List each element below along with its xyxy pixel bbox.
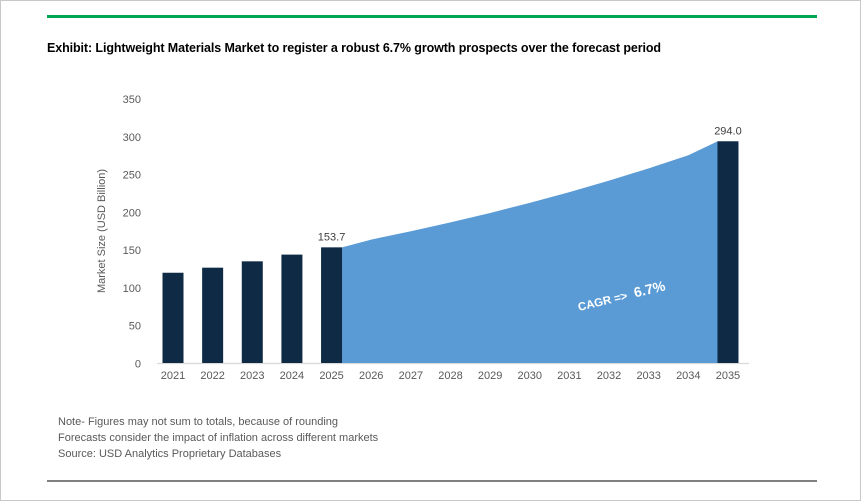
note-line: Note- Figures may not sum to totals, bec…	[58, 416, 339, 428]
bar-2022	[202, 267, 224, 363]
svg-text:200: 200	[123, 207, 141, 219]
svg-text:2029: 2029	[478, 370, 502, 382]
bars	[162, 141, 739, 363]
data-label-2035: 294.0	[714, 125, 742, 137]
page-title: Exhibit: Lightweight Materials Market to…	[47, 41, 661, 55]
svg-text:2025: 2025	[319, 370, 343, 382]
bar-2035	[717, 141, 739, 363]
bottom-rule	[47, 480, 817, 482]
svg-text:250: 250	[123, 170, 141, 182]
bar-2023	[241, 261, 263, 363]
svg-text:2023: 2023	[240, 370, 264, 382]
bar-2024	[281, 254, 303, 363]
svg-text:2026: 2026	[359, 370, 383, 382]
svg-text:2035: 2035	[716, 370, 740, 382]
svg-text:100: 100	[123, 283, 141, 295]
svg-text:2032: 2032	[597, 370, 621, 382]
top-accent-rule	[47, 15, 817, 18]
svg-text:2028: 2028	[438, 370, 462, 382]
cagr-annotation: CAGR => 6.7%	[576, 277, 667, 314]
svg-text:0: 0	[135, 359, 141, 371]
svg-text:2030: 2030	[518, 370, 542, 382]
svg-text:350: 350	[123, 94, 141, 106]
svg-text:2031: 2031	[557, 370, 581, 382]
svg-text:2021: 2021	[161, 370, 185, 382]
forecast-area	[342, 141, 739, 363]
svg-text:150: 150	[123, 245, 141, 257]
svg-text:2033: 2033	[636, 370, 660, 382]
svg-text:2024: 2024	[280, 370, 304, 382]
svg-text:2034: 2034	[676, 370, 700, 382]
y-axis-tick-labels: 0 50 100 150 200 250 300 350	[123, 94, 141, 371]
footnotes: Note- Figures may not sum to totals, bec…	[58, 414, 378, 462]
bar-2021	[162, 272, 184, 363]
note-line: Source: USD Analytics Proprietary Databa…	[58, 448, 282, 460]
y-axis-title: Market Size (USD Billion)	[96, 169, 108, 293]
note-line: Forecasts consider the impact of inflati…	[58, 432, 379, 444]
svg-text:300: 300	[123, 132, 141, 144]
x-axis-tick-labels: 2021 2022 2023 2024 2025 2026 2027 2028 2029 2030…	[161, 370, 740, 382]
svg-text:2027: 2027	[399, 370, 423, 382]
data-label-2025: 153.7	[318, 231, 346, 243]
svg-text:2022: 2022	[200, 370, 224, 382]
svg-text:50: 50	[129, 321, 141, 333]
bar-2025	[321, 247, 343, 363]
